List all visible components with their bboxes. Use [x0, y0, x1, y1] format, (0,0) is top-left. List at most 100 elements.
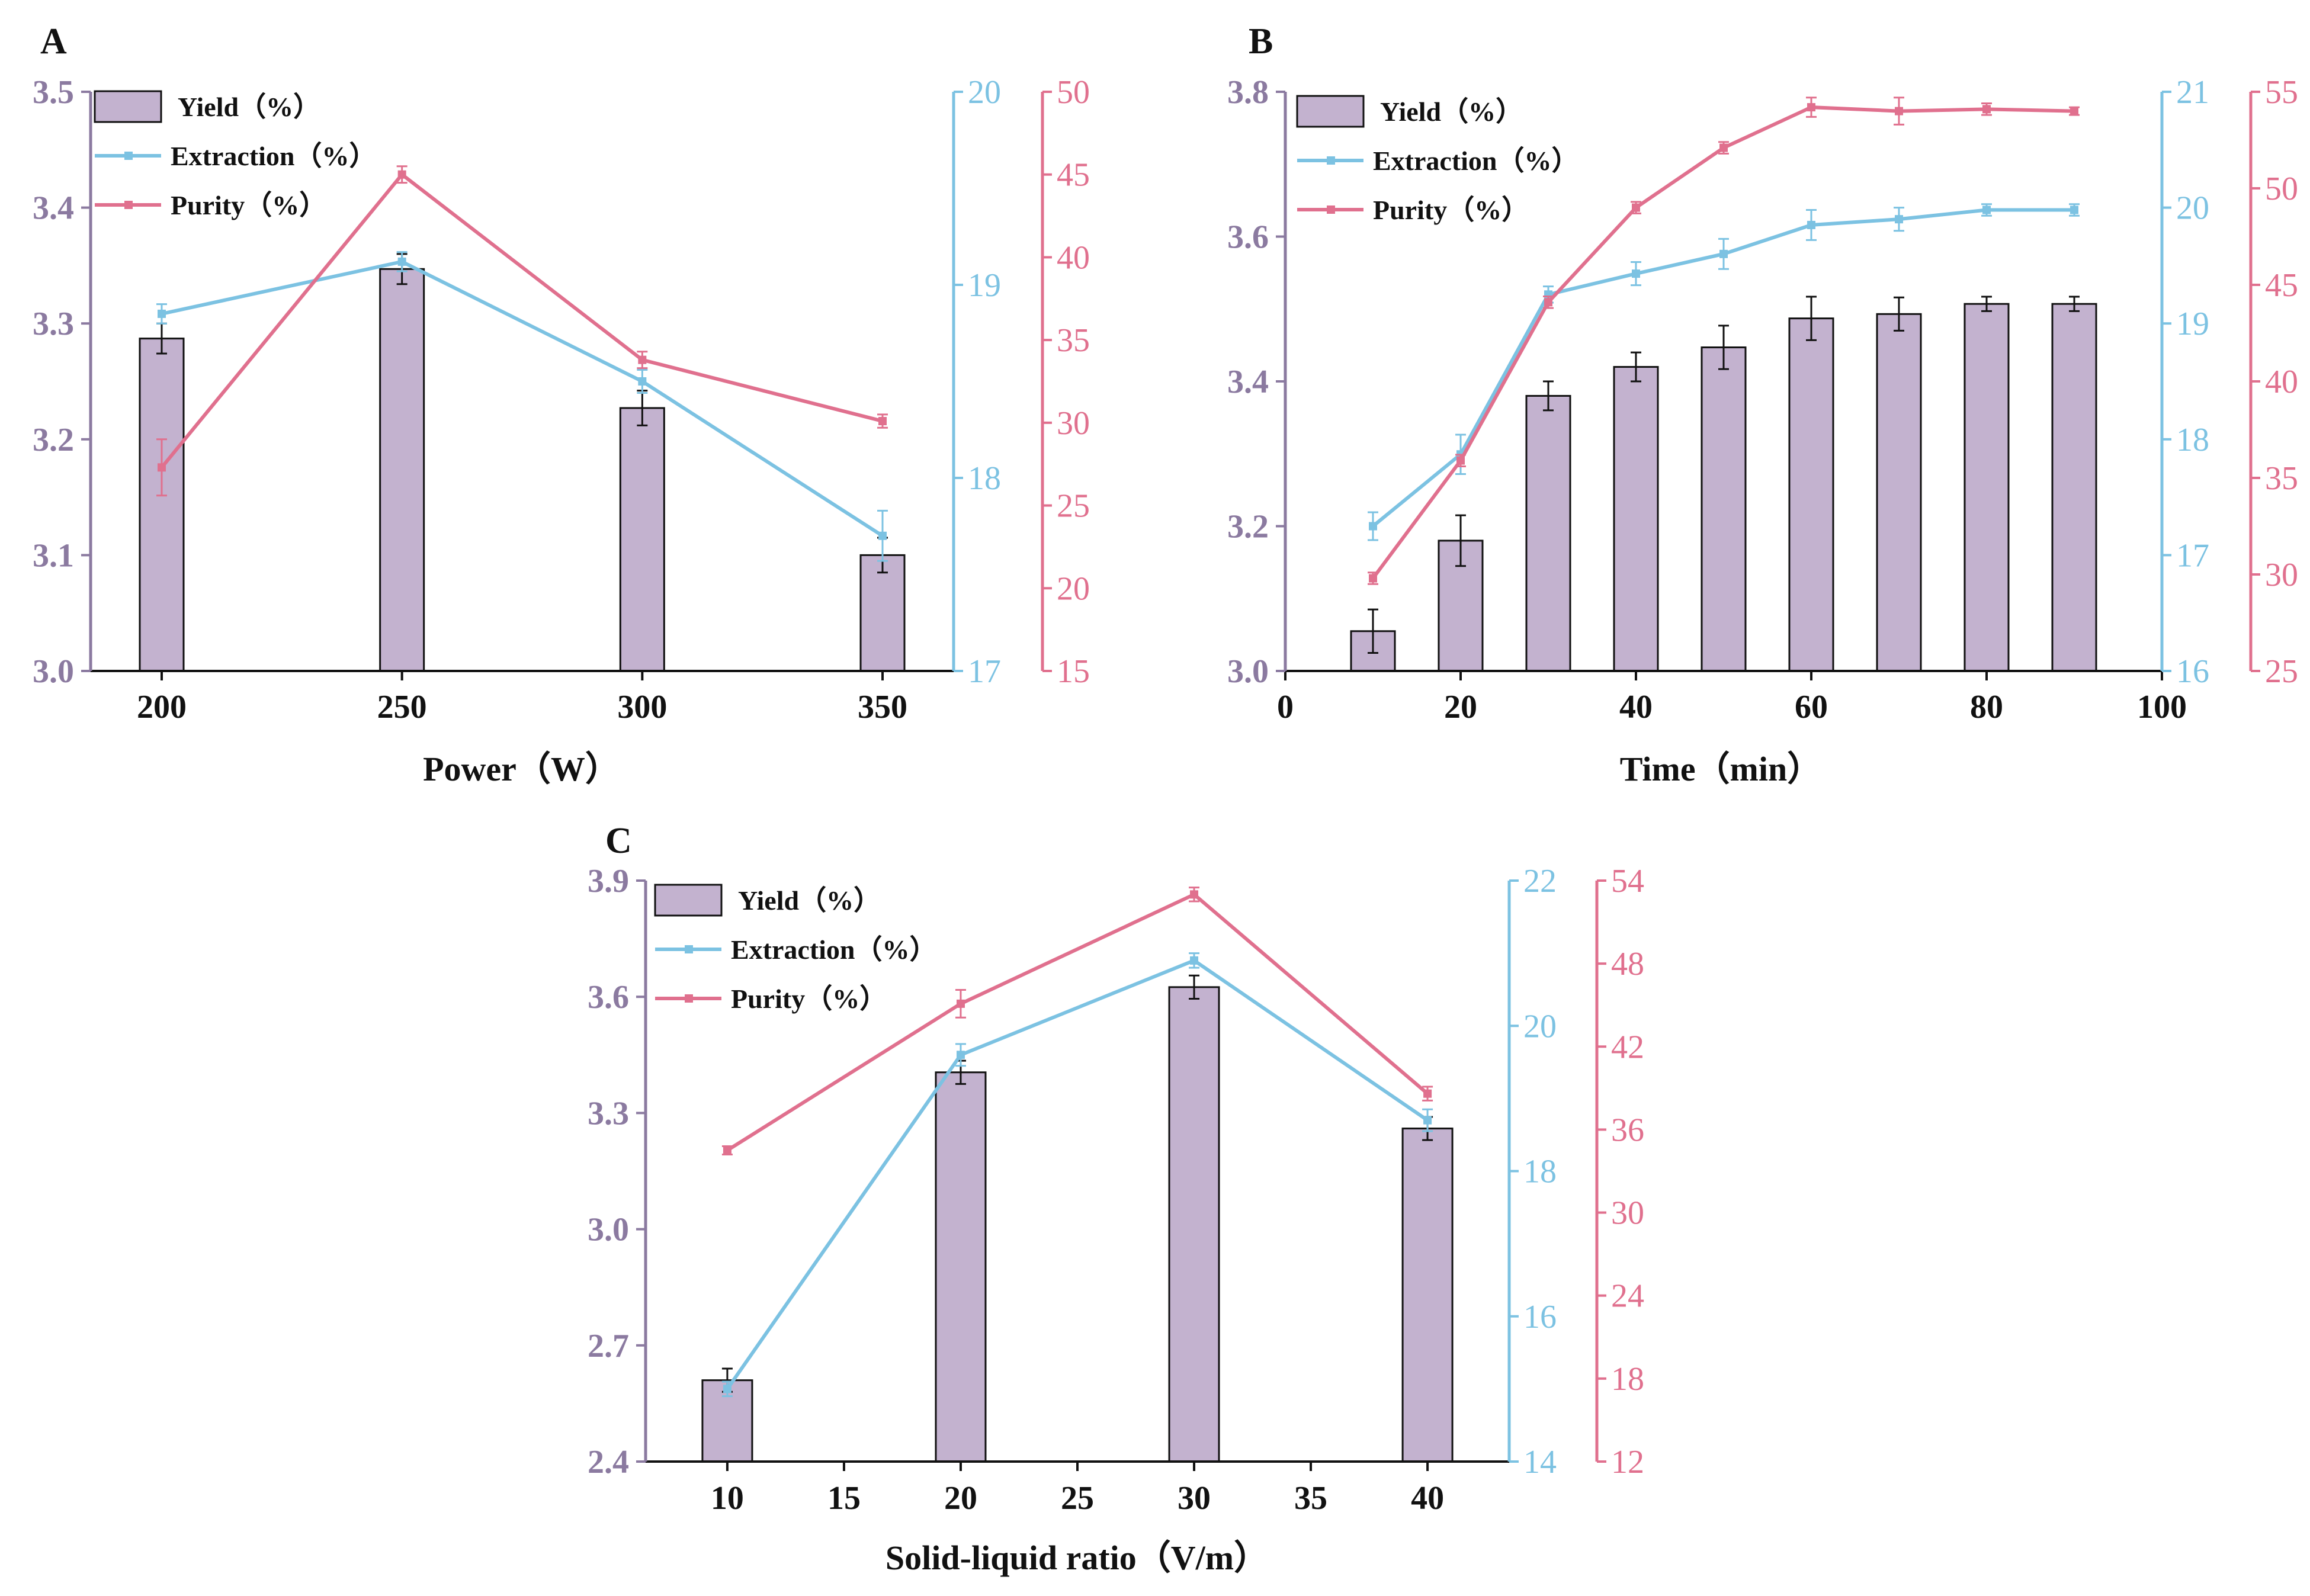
extraction-tick-label: 18 — [1523, 1154, 1557, 1190]
yield-tick-label: 3.4 — [1227, 364, 1269, 400]
purity-tick-label: 54 — [1611, 863, 1644, 900]
x-tick-label: 15 — [827, 1480, 861, 1517]
legend-extraction-label: Extraction（%） — [731, 935, 937, 965]
extraction-tick-label: 18 — [968, 460, 1001, 497]
x-tick-label: 40 — [1619, 689, 1653, 725]
yield-tick-label: 3.3 — [33, 306, 74, 342]
x-tick-label: 100 — [2137, 689, 2187, 725]
yield-bar — [379, 268, 425, 672]
yield-bar — [1788, 317, 1834, 672]
purity-tick-label: 35 — [2265, 460, 2298, 497]
yield-bar — [1525, 394, 1571, 672]
yield-bar — [1701, 346, 1747, 672]
x-tick-label: 35 — [1294, 1480, 1327, 1517]
purity-tick-label: 40 — [2265, 364, 2298, 400]
legend-purity-label: Purity（%） — [731, 984, 887, 1014]
extraction-tick-label: 20 — [1523, 1008, 1557, 1045]
purity-tick-label: 30 — [1057, 405, 1090, 442]
legend-yield-label: Yield（%） — [738, 885, 881, 916]
x-axis-title: Power（W） — [423, 750, 620, 788]
yield-bar — [935, 1071, 987, 1463]
extraction-tick-label: 17 — [2176, 537, 2209, 574]
purity-tick-label: 24 — [1611, 1278, 1644, 1315]
extraction-tick-label: 16 — [1523, 1299, 1557, 1335]
purity-tick-label: 25 — [1057, 488, 1090, 525]
yield-tick-label: 3.0 — [33, 653, 74, 690]
yield-tick-label: 3.4 — [33, 190, 74, 227]
panel-c: C 10 15 20 25 30 35 40 Solid-liquid ratio（V/m） 2… — [588, 821, 1644, 1577]
x-axis-title: Time（min） — [1620, 750, 1822, 788]
purity-tick-label: 30 — [1611, 1195, 1644, 1232]
legend-yield-swatch — [94, 90, 162, 123]
extraction-tick-label: 14 — [1523, 1444, 1557, 1481]
legend-purity-label: Purity（%） — [1373, 195, 1529, 225]
purity-tick-label: 45 — [2265, 267, 2298, 304]
purity-tick-label: 35 — [1057, 322, 1090, 359]
x-tick-label: 20 — [1444, 689, 1477, 725]
legend-extraction-label: Extraction（%） — [171, 141, 377, 171]
purity-tick-label: 50 — [1057, 74, 1090, 111]
x-tick-label: 25 — [1061, 1480, 1094, 1517]
purity-tick-label: 45 — [1057, 157, 1090, 194]
yield-bar — [1964, 303, 2010, 672]
x-tick-label: 30 — [1178, 1480, 1211, 1517]
yield-bar — [619, 407, 665, 672]
x-tick-label: 20 — [944, 1480, 977, 1517]
legend-extraction-marker — [124, 152, 133, 160]
x-tick-label: 0 — [1277, 689, 1294, 725]
panel-b: B 0 20 40 60 80 100 Time（min） 3.0 3.2 3.4 3.6 3.8 16… — [1227, 21, 2298, 788]
yield-bar — [1613, 366, 1659, 672]
legend-yield-swatch — [1296, 95, 1365, 128]
legend-purity-marker — [124, 201, 133, 209]
yield-tick-label: 2.7 — [588, 1328, 629, 1364]
yield-bar — [1876, 313, 1922, 672]
purity-tick-label: 12 — [1611, 1444, 1644, 1481]
yield-bar — [1168, 986, 1220, 1463]
yield-tick-label: 3.6 — [1227, 219, 1269, 256]
x-tick-label: 60 — [1795, 689, 1828, 725]
yield-tick-label: 3.8 — [1227, 74, 1269, 111]
yield-tick-label: 3.6 — [588, 979, 629, 1016]
legend-extraction-label: Extraction（%） — [1373, 146, 1579, 176]
x-tick-label: 250 — [377, 689, 427, 725]
x-tick-label: 80 — [1970, 689, 2003, 725]
purity-tick-label: 36 — [1611, 1112, 1644, 1148]
extraction-tick-label: 22 — [1523, 863, 1557, 900]
yield-bar — [2051, 303, 2097, 672]
legend-yield-swatch — [654, 884, 723, 917]
purity-tick-label: 48 — [1611, 946, 1644, 982]
purity-tick-label: 25 — [2265, 653, 2298, 690]
panel-b-label: B — [1249, 21, 1273, 62]
x-tick-label: 10 — [711, 1480, 744, 1517]
legend-yield-label: Yield（%） — [178, 92, 320, 122]
extraction-tick-label: 19 — [968, 267, 1001, 304]
x-axis-title: Solid-liquid ratio（V/m） — [886, 1539, 1268, 1577]
extraction-tick-label: 20 — [2176, 190, 2209, 227]
yield-tick-label: 3.2 — [1227, 509, 1269, 545]
x-tick-label: 350 — [858, 689, 907, 725]
legend-yield-label: Yield（%） — [1380, 97, 1523, 127]
extraction-tick-label: 18 — [2176, 422, 2209, 458]
extraction-tick-label: 16 — [2176, 653, 2209, 690]
yield-tick-label: 3.9 — [588, 863, 629, 900]
purity-tick-label: 42 — [1611, 1029, 1644, 1065]
extraction-tick-label: 17 — [968, 653, 1001, 690]
extraction-line — [161, 259, 884, 538]
x-tick-label: 200 — [137, 689, 187, 725]
legend-purity-marker — [685, 994, 693, 1003]
purity-line — [726, 892, 1429, 1152]
purity-tick-label: 40 — [1057, 239, 1090, 276]
yield-tick-label: 3.0 — [588, 1212, 629, 1248]
purity-tick-label: 20 — [1057, 570, 1090, 607]
yield-tick-label: 3.3 — [588, 1095, 629, 1132]
purity-line — [160, 172, 883, 469]
panel-a: A 200 250 300 350 Power（W） 3.0 3.1 3.2 3.3 3.4 3.5… — [33, 21, 1090, 788]
yield-tick-label: 3.1 — [33, 537, 74, 574]
yield-bar — [1401, 1128, 1454, 1463]
extraction-tick-label: 20 — [968, 74, 1001, 111]
yield-bar — [139, 338, 185, 672]
panel-a-label: A — [40, 21, 67, 62]
extraction-tick-label: 19 — [2176, 306, 2209, 342]
legend-extraction-marker — [1327, 156, 1335, 165]
extraction-line — [726, 958, 1429, 1391]
